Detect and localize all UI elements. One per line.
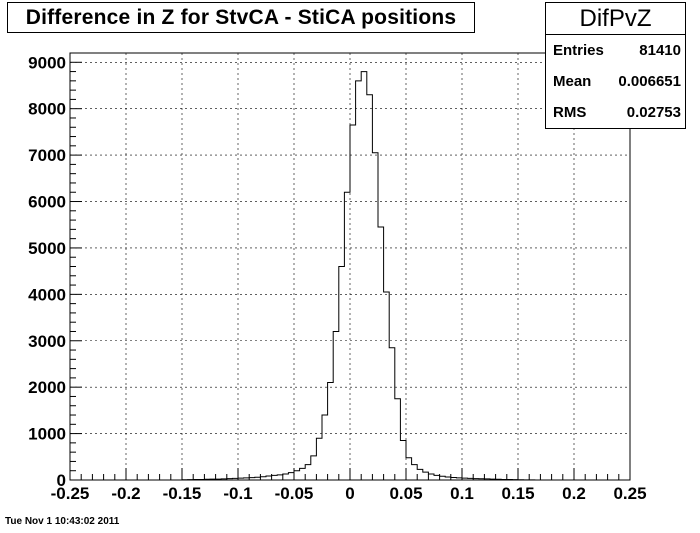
axis-tick-labels: -0.25 -0.2 -0.15 -0.1 -0.05 0 0.05 0.1 0.15 0.2 0.…	[28, 53, 646, 503]
stats-value-rms: 0.02753	[626, 104, 681, 121]
y-tick-label: 0	[57, 471, 66, 490]
y-tick-label: 5000	[28, 239, 66, 258]
y-tick-label: 3000	[28, 332, 66, 351]
y-tick-label: 6000	[28, 193, 66, 212]
x-tick-label: 0.15	[501, 484, 534, 503]
x-tick-label: -0.1	[223, 484, 252, 503]
y-tick-label: 4000	[28, 285, 66, 304]
axis-ticks	[69, 52, 631, 481]
stats-label-mean: Mean	[553, 73, 592, 90]
stats-label-entries: Entries	[553, 42, 604, 59]
y-tick-label: 2000	[28, 378, 66, 397]
x-tick-label: -0.15	[163, 484, 202, 503]
stats-label-rms: RMS	[553, 104, 587, 121]
x-tick-label: 0	[345, 484, 354, 503]
stats-row-entries: Entries 81410	[546, 35, 685, 66]
stats-histogram-name: DifPvZ	[546, 3, 685, 35]
chart-title: Difference in Z for StvCA - StiCA positi…	[7, 2, 475, 33]
x-tick-label: 0.25	[613, 484, 646, 503]
x-tick-label: -0.2	[111, 484, 140, 503]
x-tick-label: -0.05	[275, 484, 314, 503]
timestamp: Tue Nov 1 10:43:02 2011	[5, 516, 120, 527]
histogram-outline	[181, 71, 536, 481]
x-tick-label: 0.2	[562, 484, 586, 503]
stats-box: DifPvZ Entries 81410 Mean 0.006651 RMS 0…	[545, 2, 686, 129]
stats-row-mean: Mean 0.006651	[546, 66, 685, 97]
y-tick-label: 9000	[28, 53, 66, 72]
stats-value-mean: 0.006651	[618, 73, 681, 90]
x-tick-label: 0.1	[450, 484, 474, 503]
x-tick-label: -0.25	[51, 484, 90, 503]
y-tick-label: 7000	[28, 146, 66, 165]
stats-row-rms: RMS 0.02753	[546, 97, 685, 128]
y-tick-label: 1000	[28, 425, 66, 444]
x-tick-label: 0.05	[389, 484, 422, 503]
stats-value-entries: 81410	[639, 42, 681, 59]
y-tick-label: 8000	[28, 100, 66, 119]
